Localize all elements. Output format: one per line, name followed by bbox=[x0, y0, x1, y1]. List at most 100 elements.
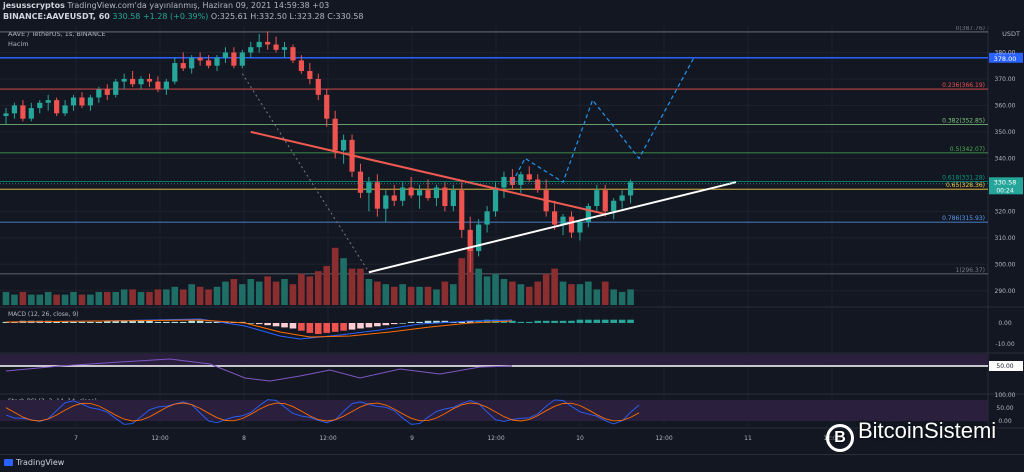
price-chart[interactable]: AAVE / TetherUS, 1s, BINANCE Hacim USDT 0(3… bbox=[0, 26, 1024, 454]
indicator-title: MACD (12, 26, close, 9) bbox=[8, 311, 79, 318]
fib-level-label: 0.65(328.36) bbox=[946, 182, 985, 189]
macd-histogram-bar bbox=[509, 320, 516, 323]
macd-histogram-bar bbox=[255, 323, 263, 325]
candle-body bbox=[45, 100, 51, 103]
macd-histogram-bar bbox=[627, 319, 634, 323]
volume-bar bbox=[95, 292, 103, 305]
candle-body bbox=[341, 139, 347, 151]
candle-body bbox=[197, 57, 203, 61]
candle-body bbox=[459, 190, 465, 230]
candle-body bbox=[357, 171, 364, 193]
macd-histogram-bar bbox=[618, 319, 626, 323]
tradingview-icon bbox=[4, 459, 13, 466]
volume-bar bbox=[441, 281, 449, 305]
volume-bar bbox=[407, 286, 415, 305]
volume-bar bbox=[534, 281, 542, 305]
volume-bar bbox=[36, 294, 44, 305]
volume-bar bbox=[61, 294, 69, 305]
volume-bar bbox=[154, 289, 162, 305]
volume-bar bbox=[239, 284, 246, 305]
candle-body bbox=[484, 211, 490, 225]
volume-bar bbox=[19, 292, 27, 305]
candle-body bbox=[442, 187, 448, 207]
macd-signal-line bbox=[5, 319, 513, 338]
fib-level-label: 0.382(352.85) bbox=[942, 117, 985, 124]
candle-body bbox=[526, 174, 532, 180]
candle-body bbox=[37, 102, 43, 109]
author-name[interactable]: jesusscryptos bbox=[3, 1, 65, 10]
volume-bar bbox=[87, 294, 94, 305]
volume-bar bbox=[163, 289, 170, 305]
volume-bar bbox=[205, 289, 212, 305]
candle-body bbox=[400, 187, 406, 201]
macd-histogram-bar bbox=[551, 320, 558, 323]
fib-level-label: 0(387.76) bbox=[956, 26, 986, 32]
macd-histogram-bar bbox=[112, 320, 120, 323]
candle-body bbox=[155, 81, 161, 90]
macd-histogram-bar bbox=[53, 321, 60, 323]
volume-bar bbox=[509, 281, 516, 305]
watermark-text: BitcoinSistemi bbox=[858, 418, 997, 443]
candle-body bbox=[501, 176, 507, 188]
volume-bar bbox=[70, 292, 77, 305]
candle-body bbox=[416, 190, 423, 196]
macd-histogram-bar bbox=[374, 323, 381, 327]
time-tick-label: 9 bbox=[410, 435, 414, 442]
price-tick-label: 340.00 bbox=[995, 155, 1016, 162]
tradingview-logo[interactable]: TradingView bbox=[4, 458, 64, 467]
symbol-label: BINANCE:AAVEUSDT, 60 bbox=[3, 12, 110, 21]
time-tick-label: 7 bbox=[74, 435, 78, 442]
macd-histogram-bar bbox=[306, 323, 314, 333]
stoch-tick: 0.00 bbox=[998, 418, 1012, 425]
volume-bar bbox=[416, 286, 423, 305]
candle-body bbox=[560, 216, 566, 225]
stoch-k-line bbox=[5, 399, 640, 425]
macd-histogram-bar bbox=[500, 320, 508, 323]
volume-bar bbox=[601, 281, 609, 305]
volume-bar bbox=[483, 276, 491, 305]
rsi-line bbox=[5, 358, 513, 382]
candle-body bbox=[509, 176, 515, 185]
candle-body bbox=[265, 41, 271, 45]
macd-histogram-bar bbox=[407, 321, 415, 323]
macd-histogram-bar bbox=[120, 320, 128, 323]
candle-body bbox=[87, 97, 93, 106]
macd-histogram-bar bbox=[585, 319, 592, 323]
candle-body bbox=[535, 179, 541, 191]
time-tick-label: 11 bbox=[744, 435, 752, 442]
macd-histogram-bar bbox=[399, 323, 406, 324]
candle-body bbox=[54, 100, 60, 114]
ascending-trendline bbox=[368, 181, 737, 274]
macd-histogram-bar bbox=[298, 323, 305, 331]
macd-histogram-bar bbox=[95, 321, 103, 323]
volume-bar bbox=[585, 281, 592, 305]
volume-bar bbox=[542, 273, 550, 305]
chart-header: jesusscryptos TradingView.com'da yayınla… bbox=[0, 0, 1024, 26]
volume-bar bbox=[492, 273, 499, 305]
macd-histogram-bar bbox=[61, 321, 69, 323]
rsi-level-badge bbox=[989, 361, 1023, 371]
macd-histogram-bar bbox=[188, 320, 195, 323]
price-tick-label: 300.00 bbox=[995, 261, 1016, 268]
candle-body bbox=[231, 52, 237, 66]
candle-body bbox=[189, 57, 195, 69]
macd-histogram-bar bbox=[517, 321, 525, 323]
candle-body bbox=[476, 224, 482, 252]
rsi-level-label: 50.00 bbox=[996, 363, 1013, 370]
volume-bar bbox=[289, 284, 297, 305]
volume-bar bbox=[627, 289, 634, 305]
volume-bar bbox=[247, 279, 255, 305]
volume-bar bbox=[44, 292, 52, 305]
candle-body bbox=[146, 78, 153, 82]
volume-bar bbox=[424, 286, 432, 305]
volume-bar bbox=[112, 292, 120, 305]
candle-body bbox=[62, 105, 68, 114]
macd-histogram-bar bbox=[331, 323, 339, 332]
candle-body bbox=[450, 190, 456, 207]
macd-histogram-bar bbox=[390, 323, 398, 325]
ohlc-values: O:325.61 H:332.50 L:323.28 C:330.58 bbox=[210, 12, 364, 21]
candle-body bbox=[602, 190, 608, 212]
chart-footer: TradingView bbox=[0, 454, 1024, 472]
candle-body bbox=[239, 52, 245, 66]
volume-bar bbox=[103, 292, 111, 305]
